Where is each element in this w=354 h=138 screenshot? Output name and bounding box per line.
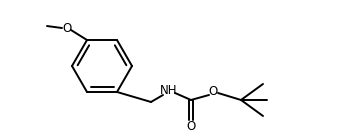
Text: O: O [186,120,196,133]
Text: O: O [62,22,72,34]
Text: NH: NH [160,84,178,97]
Text: O: O [209,85,218,99]
